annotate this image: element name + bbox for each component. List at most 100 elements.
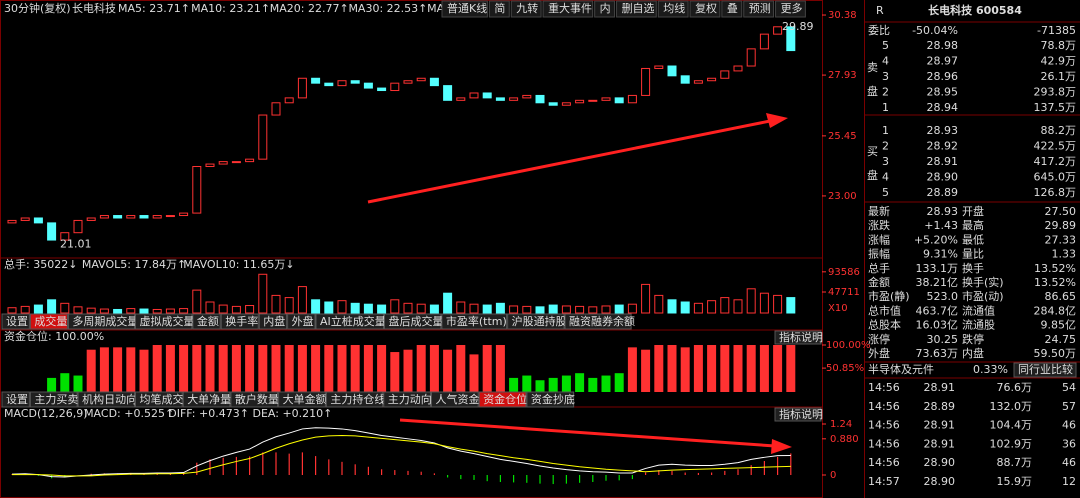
tab[interactable]	[29, 391, 78, 408]
candle	[693, 80, 703, 84]
tab[interactable]	[383, 391, 431, 408]
toolbar-button-label: 复权	[695, 1, 717, 15]
tab[interactable]	[441, 313, 508, 330]
tab[interactable]	[134, 391, 183, 408]
stat-value: 27.33	[1045, 233, 1077, 246]
volume-bar	[786, 297, 796, 314]
tab[interactable]	[258, 313, 288, 330]
candle	[680, 75, 690, 84]
fund-bar	[363, 345, 373, 392]
toolbar-button-label: 均线	[663, 1, 685, 15]
fund-bar	[746, 345, 756, 392]
candle	[73, 219, 83, 234]
compare-button[interactable]	[1013, 362, 1077, 378]
tab[interactable]	[134, 313, 193, 330]
tab-label: 资金仓位	[483, 392, 527, 406]
book-price: 28.98	[927, 39, 959, 52]
tab[interactable]	[383, 313, 442, 330]
toolbar-button[interactable]	[721, 0, 743, 18]
volume-bar	[60, 302, 70, 314]
tab[interactable]	[192, 313, 221, 330]
toolbar-button[interactable]	[542, 0, 594, 18]
tab[interactable]	[325, 391, 384, 408]
tab[interactable]	[67, 313, 135, 330]
candle	[627, 94, 637, 104]
volume-bar	[86, 307, 96, 314]
tab[interactable]	[29, 313, 68, 330]
tab[interactable]	[77, 391, 135, 408]
volume-bar	[680, 301, 690, 314]
stat-label: 市盈(静)	[868, 289, 910, 303]
toolbar-button[interactable]	[616, 0, 657, 18]
tab[interactable]	[564, 313, 632, 330]
ma-label: MA5: 23.71↑	[118, 2, 190, 15]
tab[interactable]	[182, 391, 231, 408]
y-tick-label: 0	[830, 470, 836, 481]
volume-bar	[363, 303, 373, 314]
toolbar-button[interactable]	[775, 0, 806, 18]
tab[interactable]	[230, 391, 279, 408]
trade-time: 14:56	[868, 381, 900, 394]
fund-bar	[588, 377, 598, 392]
candle	[575, 99, 585, 104]
tab[interactable]	[315, 313, 384, 330]
tab-label: 盘后成交量	[388, 314, 443, 328]
volume-bar	[284, 297, 294, 314]
stat-label: 最高	[962, 218, 984, 232]
tab[interactable]	[430, 391, 479, 408]
tab[interactable]	[526, 391, 575, 408]
fund-bar	[548, 377, 558, 392]
tab-label: 沪股通持股	[512, 314, 567, 328]
toolbar-button[interactable]	[689, 0, 721, 18]
volume-bar	[218, 304, 228, 314]
book-price: 28.97	[927, 55, 959, 68]
tab-label: 设置	[6, 393, 28, 406]
fund-bar	[641, 349, 651, 392]
tab[interactable]	[278, 391, 326, 408]
candle	[231, 161, 241, 164]
volume-bar	[535, 306, 545, 314]
tab[interactable]	[1, 313, 30, 330]
stat-label: 涨停	[868, 332, 890, 346]
help-button[interactable]	[774, 330, 822, 345]
tab-label: 外盘	[292, 314, 314, 328]
toolbar-button[interactable]	[510, 0, 542, 18]
toolbar-button-label: 更多	[781, 1, 803, 15]
book-volume: 126.8万	[1034, 186, 1077, 199]
volume-bar	[641, 283, 651, 314]
volume-bar	[707, 300, 717, 314]
volume-bar	[350, 302, 360, 314]
volume-unit: X10	[828, 303, 848, 314]
book-level: 3	[882, 155, 889, 168]
tab[interactable]	[287, 313, 316, 330]
candle	[179, 212, 189, 217]
volume-bar	[575, 305, 585, 314]
tab-label: 主力持仓线	[330, 392, 385, 406]
toolbar-button-label: 九转	[516, 1, 538, 15]
tab[interactable]	[478, 391, 527, 408]
toolbar-button[interactable]	[441, 0, 488, 18]
volume-bar	[548, 304, 558, 314]
tab-label: 成交量	[34, 314, 67, 328]
toolbar-button[interactable]	[657, 0, 689, 18]
candle	[20, 217, 30, 221]
tab[interactable]	[220, 313, 259, 330]
toolbar-button[interactable]	[594, 0, 616, 18]
toolbar-button[interactable]	[488, 0, 510, 18]
fund-bar	[575, 373, 585, 392]
volume-bar	[733, 299, 743, 314]
macd-label: MACD(12,26,9)	[4, 407, 88, 420]
low-label: 21.01	[60, 238, 92, 251]
tab[interactable]	[507, 313, 565, 330]
toolbar-button[interactable]	[743, 0, 775, 18]
fund-bar	[720, 345, 730, 392]
fund-bar	[337, 345, 347, 392]
volume-bar	[495, 302, 505, 314]
stat-label: 市盈(动)	[962, 289, 1004, 303]
candle	[47, 222, 57, 241]
help-button[interactable]	[774, 407, 822, 422]
tab[interactable]	[1, 391, 30, 408]
tab-label: 金额	[197, 314, 219, 328]
fund-bar	[73, 375, 83, 392]
